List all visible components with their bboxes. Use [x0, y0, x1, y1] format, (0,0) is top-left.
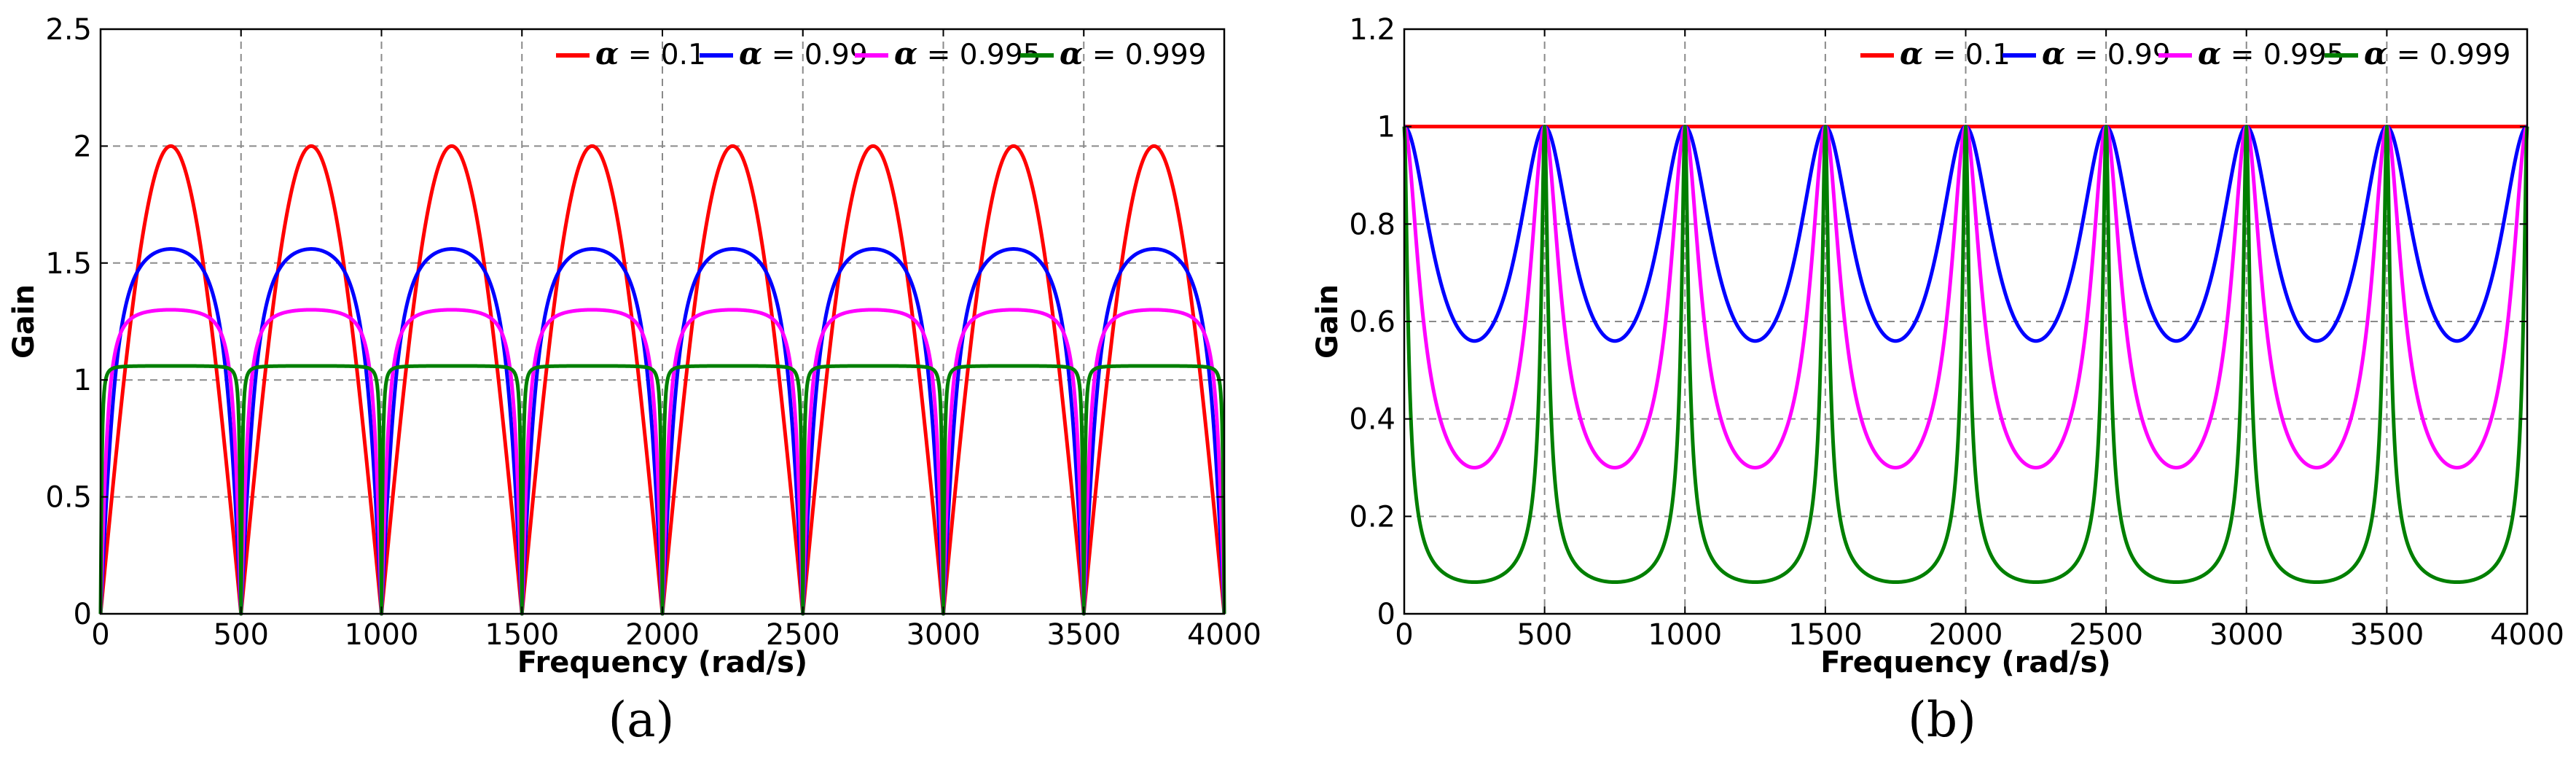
legend-value: = 0.1 — [1923, 39, 2011, 71]
chart-panel-a: 0 500 1000 1500 2000 2500 3000 3500 4000 0 0.5 1 1.5… — [7, 13, 1261, 748]
x-tick-label: 0 — [91, 618, 109, 652]
x-tick-label: 1500 — [485, 618, 559, 652]
legend-item-1: α = 0.1 — [556, 36, 706, 71]
x-tick-label: 3000 — [907, 618, 981, 652]
legend-value: = 0.99 — [762, 39, 867, 71]
y-tick-label: 1.5 — [45, 247, 92, 281]
legend-alpha-symbol: α — [894, 36, 917, 71]
x-axis-label: Frequency (rad/s) — [517, 646, 807, 679]
legend-item-3: α = 0.995 — [855, 36, 1041, 71]
y-axis-label: Gain — [1311, 284, 1344, 359]
x-tick-label: 3500 — [1046, 618, 1121, 652]
legend-label: α = 0.99 — [739, 36, 868, 71]
legend-alpha-symbol: α — [595, 36, 619, 71]
x-tick-label: 1000 — [1648, 618, 1722, 652]
y-tick-label: 1 — [1377, 111, 1395, 144]
panel-caption: (a) — [608, 692, 675, 748]
chart-panel-b: 0 500 1000 1500 2000 2500 3000 3500 4000 0 0.2 0.4 0… — [1311, 13, 2564, 748]
legend-alpha-symbol: α — [2198, 36, 2221, 71]
legend-label: α = 0.999 — [1060, 36, 1206, 71]
y-tick-label: 0 — [74, 598, 92, 631]
y-tick-label: 0.8 — [1349, 208, 1395, 241]
y-tick-label: 1 — [74, 364, 92, 397]
legend-value: = 0.995 — [2221, 39, 2344, 71]
legend-alpha-symbol: α — [739, 36, 762, 71]
legend-label: α = 0.99 — [2042, 36, 2171, 71]
legend-item-3: α = 0.995 — [2158, 36, 2344, 71]
y-tick-label: 2 — [74, 130, 92, 163]
legend-label: α = 0.995 — [894, 36, 1041, 71]
x-tick-label: 1000 — [345, 618, 419, 652]
series-line-4 — [1402, 125, 2529, 585]
x-axis-label: Frequency (rad/s) — [1820, 646, 2110, 679]
panel-caption: (b) — [1908, 692, 1976, 748]
y-tick-label: 2.5 — [45, 13, 92, 47]
x-tick-label: 0 — [1395, 618, 1413, 652]
x-tick-label: 2500 — [2069, 618, 2143, 652]
legend-label: α = 0.999 — [2364, 36, 2510, 71]
x-tick-label: 500 — [1516, 618, 1572, 652]
legend-value: = 0.1 — [619, 39, 706, 71]
x-tick-label: 3000 — [2209, 618, 2284, 652]
y-tick-label: 1.2 — [1349, 13, 1395, 47]
legend-alpha-symbol: α — [1900, 36, 1923, 71]
y-tick-label: 0.6 — [1349, 305, 1395, 339]
y-tick-label: 0.2 — [1349, 500, 1395, 534]
legend-item-4: α = 0.999 — [2325, 36, 2510, 71]
legend-value: = 0.999 — [1083, 39, 1206, 71]
y-tick-label: 0.5 — [45, 481, 92, 515]
x-tick-label: 2000 — [625, 618, 700, 652]
x-tick-label: 4000 — [2490, 618, 2564, 652]
x-tick-label: 2500 — [766, 618, 840, 652]
legend-alpha-symbol: α — [1060, 36, 1083, 71]
x-tick-label: 3500 — [2349, 618, 2424, 652]
legend-value: = 0.999 — [2387, 39, 2510, 71]
y-axis-label: Gain — [7, 284, 41, 359]
legend-alpha-symbol: α — [2364, 36, 2387, 71]
legend-alpha-symbol: α — [2042, 36, 2065, 71]
x-tick-label: 1500 — [1788, 618, 1863, 652]
legend-value: = 0.99 — [2065, 39, 2170, 71]
x-tick-label: 500 — [214, 618, 269, 652]
y-tick-label: 0 — [1377, 598, 1395, 631]
legend-item-1: α = 0.1 — [1860, 36, 2011, 71]
x-tick-label: 2000 — [1929, 618, 2003, 652]
legend-item-2: α = 0.99 — [2003, 36, 2171, 71]
legend-item-2: α = 0.99 — [700, 36, 868, 71]
legend-label: α = 0.1 — [595, 36, 706, 71]
legend-label: α = 0.1 — [1900, 36, 2011, 71]
y-tick-label: 0.4 — [1349, 403, 1395, 437]
x-tick-label: 4000 — [1187, 618, 1261, 652]
legend-label: α = 0.995 — [2198, 36, 2344, 71]
legend-item-4: α = 0.999 — [1020, 36, 1206, 71]
